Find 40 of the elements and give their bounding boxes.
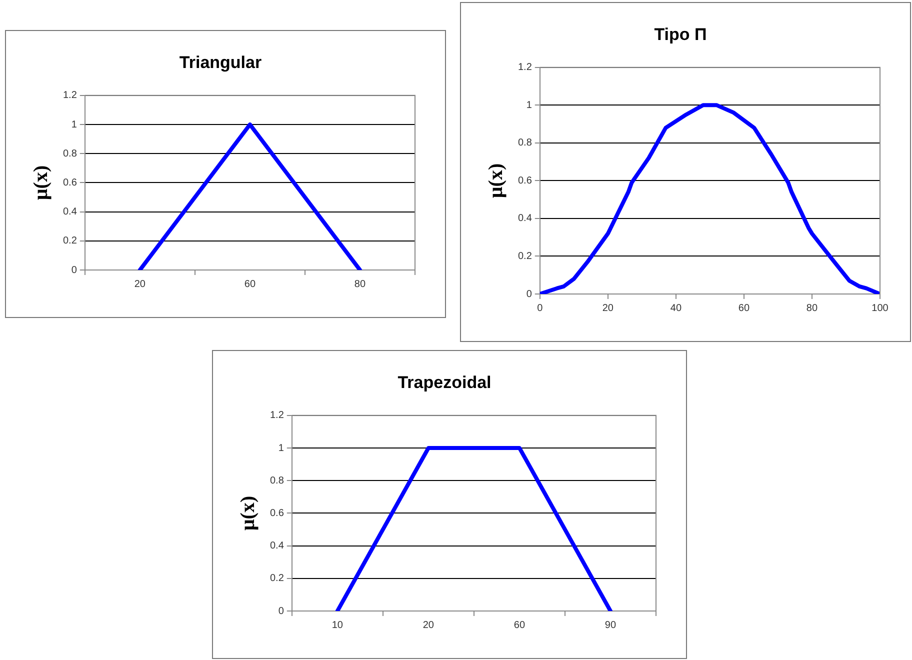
x-tick-label: 20 [134,278,146,290]
y-tick-label: 0.6 [518,175,532,186]
y-tick-label: 1 [526,100,532,111]
y-tick-label: 0.2 [518,250,532,262]
y-tick-label: 1 [278,442,284,454]
y-tick-label: 0.8 [270,475,284,486]
y-tick-label: 1 [71,119,78,130]
x-tick-label: 80 [354,278,366,290]
y-tick-label: 0.8 [518,138,532,149]
y-tick-label: 0.2 [270,573,284,584]
chart-title: Triangular [179,52,262,72]
y-tick-label: 0 [71,264,78,276]
x-tick-label: 60 [244,278,256,290]
x-tick-label: 10 [332,620,344,631]
y-axis-title: μ(x) [485,163,508,198]
x-tick-label: 90 [604,620,616,631]
y-tick-label: 0 [526,288,532,300]
y-tick-label: 0.8 [62,148,78,160]
y-tick-label: 0.4 [62,206,78,218]
x-tick-label: 20 [602,302,614,314]
y-tick-label: 0.4 [270,540,284,552]
y-tick-label: 1.2 [270,410,284,422]
y-tick-label: 0.6 [270,508,284,519]
x-tick-label: 60 [514,620,526,631]
y-tick-label: 1.2 [62,90,78,102]
x-tick-label: 40 [670,302,682,314]
x-tick-label: 100 [872,302,889,314]
y-axis-title: μ(x) [237,496,260,531]
x-tick-label: 60 [738,302,750,314]
chart-title: Tipo Π [654,24,707,44]
y-tick-label: 0.2 [62,236,78,247]
y-axis-title: μ(x) [30,165,52,200]
chart-title: Trapezoidal [398,372,492,392]
x-tick-label: 0 [537,302,544,314]
y-tick-label: 0.6 [62,177,78,188]
y-tick-label: 0.4 [518,213,532,224]
y-tick-label: 0 [278,606,284,617]
x-tick-label: 80 [806,302,818,314]
y-tick-label: 1.2 [518,62,532,74]
x-tick-label: 20 [422,620,434,631]
